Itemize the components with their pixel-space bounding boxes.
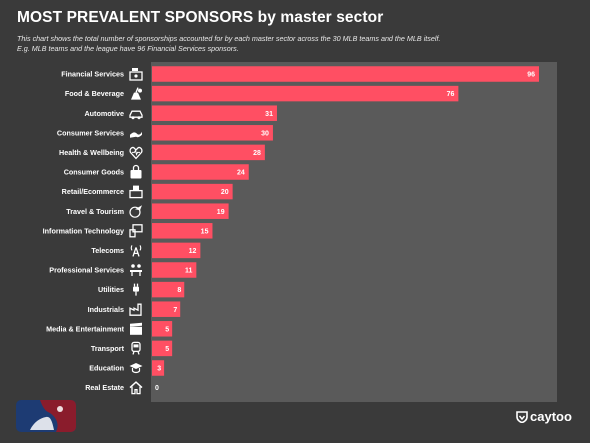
bar <box>152 281 185 298</box>
house-icon <box>129 381 143 395</box>
heart-pulse-icon <box>129 146 143 160</box>
factory-icon <box>129 303 142 316</box>
caytoo-wordmark: caytoo <box>530 409 572 424</box>
subtitle-line-2: E.g. MLB teams and the league have 96 Fi… <box>17 43 239 53</box>
data-label: 30 <box>261 130 269 137</box>
data-label: 11 <box>185 268 193 275</box>
category-label: Media & Entertainment <box>46 324 124 333</box>
data-label: 76 <box>447 91 455 98</box>
category-label: Utilities <box>98 285 124 294</box>
data-label: 7 <box>173 307 177 314</box>
handshake-icon <box>130 131 142 138</box>
power-plug-icon <box>133 283 139 296</box>
subtitle-line-1: This chart shows the total number of spo… <box>17 34 441 43</box>
bar <box>152 66 539 82</box>
data-label: 31 <box>265 111 273 118</box>
car-icon <box>129 110 143 120</box>
bar <box>152 144 265 161</box>
bar <box>152 223 213 239</box>
clapperboard-icon <box>130 322 142 335</box>
category-label: Real Estate <box>85 383 124 392</box>
category-label: Telecoms <box>91 246 124 255</box>
bar <box>152 262 197 278</box>
data-label: 5 <box>165 346 169 353</box>
category-label: Retail/Ecommerce <box>62 187 124 196</box>
category-label: Health & Wellbeing <box>59 148 124 157</box>
bar <box>152 360 165 376</box>
cash-register-icon <box>129 68 143 81</box>
devices-icon <box>129 224 143 238</box>
category-label: Transport <box>91 344 125 353</box>
bar <box>152 203 229 219</box>
graduation-cap-icon <box>129 363 143 374</box>
category-label: Food & Beverage <box>65 89 124 98</box>
bar <box>152 105 277 121</box>
train-icon <box>131 341 141 355</box>
bar <box>152 125 273 141</box>
category-label: Education <box>89 364 124 373</box>
data-label: 19 <box>217 209 225 216</box>
food-drink-icon <box>131 87 142 100</box>
data-label: 96 <box>527 72 535 79</box>
bar <box>152 183 233 200</box>
data-label: 20 <box>221 189 229 196</box>
category-label: Consumer Goods <box>64 168 124 177</box>
bar <box>152 340 173 357</box>
shopping-bag-icon <box>130 164 142 179</box>
shop-counter-icon <box>129 185 143 199</box>
caytoo-brand: caytoo <box>516 409 572 424</box>
data-label: 3 <box>157 366 161 373</box>
category-label: Consumer Services <box>57 128 124 137</box>
category-label: Information Technology <box>43 226 124 235</box>
caytoo-shield-icon <box>516 410 528 423</box>
data-label: 28 <box>253 150 261 157</box>
data-label: 12 <box>189 248 197 255</box>
chart-title: MOST PREVALENT SPONSORS by master sector <box>17 9 384 26</box>
bar <box>152 242 201 259</box>
bar <box>152 321 173 337</box>
people-desk-icon <box>130 264 142 276</box>
category-label: Automotive <box>84 109 124 118</box>
category-label: Industrials <box>88 305 124 314</box>
data-label: 15 <box>201 228 209 235</box>
data-label: 0 <box>155 385 159 392</box>
chart-subtitle: This chart shows the total number of spo… <box>17 34 440 53</box>
category-label: Travel & Tourism <box>66 207 124 216</box>
mlb-logo <box>16 400 76 432</box>
category-label: Financial Services <box>61 70 124 79</box>
category-label: Professional Services <box>49 266 124 275</box>
plane-globe-icon <box>129 205 142 218</box>
data-label: 5 <box>165 326 169 333</box>
data-label: 8 <box>177 287 181 294</box>
bar <box>152 85 459 102</box>
bar <box>152 164 249 180</box>
radio-tower-icon <box>130 245 142 257</box>
bar <box>152 301 181 317</box>
data-label: 24 <box>237 170 245 177</box>
